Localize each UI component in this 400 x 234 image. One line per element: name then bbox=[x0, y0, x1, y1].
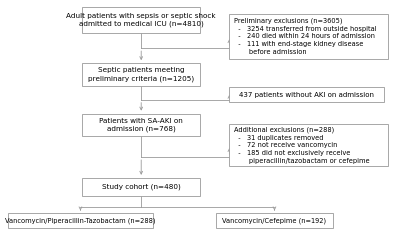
FancyBboxPatch shape bbox=[230, 124, 388, 166]
FancyBboxPatch shape bbox=[216, 213, 333, 228]
Text: Patients with SA-AKI on
admission (n=768): Patients with SA-AKI on admission (n=768… bbox=[99, 118, 183, 132]
Text: Additional exclusions (n=288)
  -   31 duplicates removed
  -   72 not receive v: Additional exclusions (n=288) - 31 dupli… bbox=[234, 126, 370, 164]
Text: Septic patients meeting
preliminary criteria (n=1205): Septic patients meeting preliminary crit… bbox=[88, 67, 194, 82]
Text: Study cohort (n=480): Study cohort (n=480) bbox=[102, 184, 180, 190]
Text: 437 patients without AKI on admission: 437 patients without AKI on admission bbox=[239, 92, 374, 98]
FancyBboxPatch shape bbox=[82, 7, 200, 33]
FancyBboxPatch shape bbox=[82, 113, 200, 136]
FancyBboxPatch shape bbox=[230, 87, 384, 102]
Text: Vancomycin/Piperacillin-Tazobactam (n=288): Vancomycin/Piperacillin-Tazobactam (n=28… bbox=[5, 218, 156, 224]
FancyBboxPatch shape bbox=[82, 63, 200, 86]
Text: Preliminary exclusions (n=3605)
  -   3254 transferred from outside hospital
  -: Preliminary exclusions (n=3605) - 3254 t… bbox=[234, 17, 377, 55]
Text: Vancomycin/Cefepime (n=192): Vancomycin/Cefepime (n=192) bbox=[222, 218, 326, 224]
FancyBboxPatch shape bbox=[82, 178, 200, 196]
FancyBboxPatch shape bbox=[230, 14, 388, 58]
FancyBboxPatch shape bbox=[8, 213, 153, 228]
Text: Adult patients with sepsis or septic shock
admitted to medical ICU (n=4810): Adult patients with sepsis or septic sho… bbox=[66, 13, 216, 27]
